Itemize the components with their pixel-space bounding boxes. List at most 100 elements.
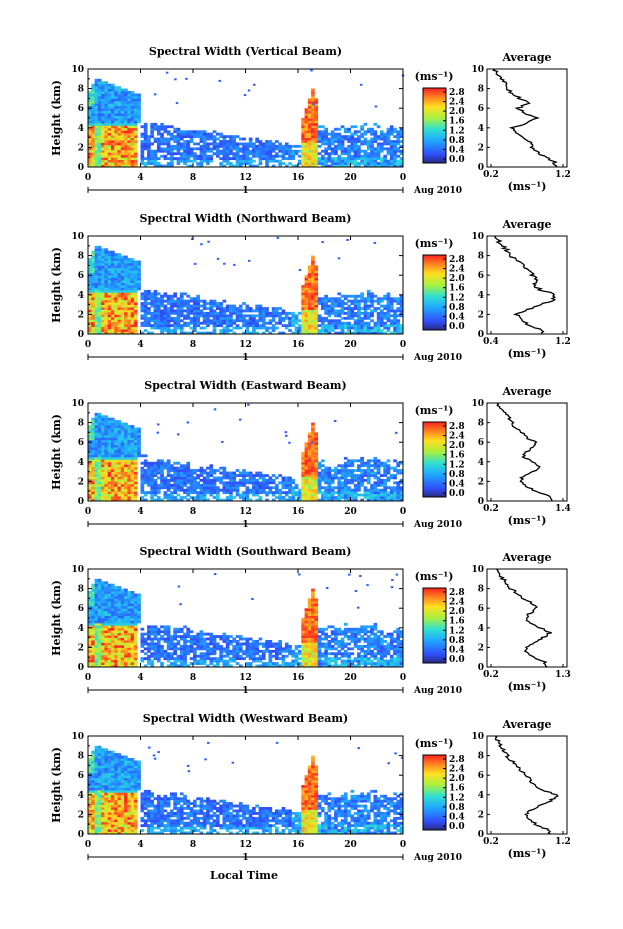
- y-tick-label: 2: [78, 143, 84, 153]
- echo-speck: [179, 603, 182, 606]
- echo-speck: [221, 440, 224, 443]
- x-tick-label: 0: [400, 507, 406, 517]
- x-tick-label: 8: [190, 340, 196, 350]
- average-x-label: (ms⁻¹): [508, 347, 547, 360]
- x-tick-label: 4: [137, 673, 143, 683]
- echo-speck: [175, 102, 179, 105]
- colorbar-tick-label: 1.6: [449, 284, 465, 294]
- echo-speck: [276, 236, 280, 239]
- colorbar-tick-label: 0.8: [449, 136, 465, 146]
- y-tick-label: 0: [78, 330, 84, 340]
- echo-speck: [298, 269, 302, 272]
- heatmap-field: [88, 741, 404, 835]
- echo-speck: [354, 590, 358, 593]
- average-x-label: (ms⁻¹): [508, 180, 547, 193]
- echo-speck: [373, 241, 377, 244]
- echo-speck: [321, 241, 324, 244]
- y-tick-label: 10: [71, 732, 84, 742]
- echo-speck: [251, 597, 254, 600]
- day-label: 1: [242, 186, 248, 196]
- x-tick-label: 12: [239, 340, 252, 350]
- colorbar-tick-label: 2.8: [449, 88, 465, 98]
- echo-speck: [288, 441, 291, 444]
- colorbar: [422, 254, 447, 331]
- heatmap-field: [88, 573, 404, 668]
- colorbar-tick-label: 1.2: [449, 293, 465, 303]
- y-tick-label: 6: [78, 438, 84, 448]
- x-tick-label: 20: [344, 673, 357, 683]
- average-y-tick-label: 2: [478, 310, 484, 320]
- echo-speck: [153, 757, 157, 760]
- average-profile-line: [496, 402, 553, 502]
- colorbar-tick-label: 2.4: [449, 98, 465, 108]
- average-y-tick-label: 4: [478, 791, 484, 801]
- colorbar-label: (ms⁻¹): [415, 237, 454, 250]
- average-x-tick-label: 0.2: [483, 504, 499, 514]
- x-tick-label: 8: [190, 673, 196, 683]
- average-y-tick-label: 10: [471, 65, 484, 75]
- colorbar-tick-label: 0.8: [449, 303, 465, 313]
- x-axis-label: Local Time: [210, 869, 278, 882]
- x-tick-label: 8: [190, 840, 196, 850]
- x-tick-label: 16: [292, 173, 305, 183]
- echo-speck: [284, 431, 288, 434]
- colorbar-tick-label: 0.0: [449, 155, 465, 165]
- average-y-tick-label: 4: [478, 291, 484, 301]
- x-tick-label: 0: [85, 673, 91, 683]
- day-label: 1: [242, 520, 248, 530]
- x-tick-label: 16: [292, 340, 305, 350]
- y-tick-label: 8: [78, 419, 84, 429]
- panel-title: Spectral Width (Vertical Beam): [149, 45, 342, 58]
- colorbar-tick-label: 2.4: [449, 598, 465, 608]
- average-x-tick-label: 0.2: [483, 837, 499, 847]
- panel-title: Spectral Width (Eastward Beam): [144, 379, 346, 392]
- x-tick-label: 12: [239, 507, 252, 517]
- x-tick-label: 0: [400, 673, 406, 683]
- x-tick-label: 20: [344, 173, 357, 183]
- colorbar-tick-label: 2.0: [449, 107, 465, 117]
- y-tick-label: 2: [78, 477, 84, 487]
- y-axis-label: Height (km): [50, 247, 63, 323]
- average-x-tick-label: 1.2: [555, 170, 571, 180]
- average-y-tick-label: 6: [478, 104, 484, 114]
- echo-speck: [359, 83, 363, 86]
- echo-speck: [156, 431, 160, 434]
- echo-speck: [387, 762, 390, 765]
- average-x-tick-label: 1.3: [555, 670, 571, 680]
- echo-speck: [346, 238, 349, 241]
- x-tick-label: 0: [400, 340, 406, 350]
- average-x-tick-label: 1.2: [555, 337, 571, 347]
- echo-speck: [200, 243, 203, 246]
- colorbar-tick-label: 1.2: [449, 793, 465, 803]
- y-tick-label: 0: [78, 497, 84, 507]
- panel-title: Spectral Width (Southward Beam): [139, 545, 351, 558]
- y-tick-label: 10: [71, 399, 84, 409]
- echo-speck: [247, 259, 251, 262]
- x-tick-label: 16: [292, 840, 305, 850]
- colorbar-tick-label: 2.8: [449, 755, 465, 765]
- y-axis-label: Height (km): [50, 80, 63, 156]
- average-y-tick-label: 2: [478, 477, 484, 487]
- y-tick-label: 4: [78, 791, 84, 801]
- y-tick-label: 8: [78, 85, 84, 95]
- colorbar-tick-label: 0.0: [449, 322, 465, 332]
- x-tick-label: 4: [137, 840, 143, 850]
- colorbar-tick-label: 2.8: [449, 255, 465, 265]
- date-label: Aug 2010: [413, 686, 462, 696]
- y-tick-label: 10: [71, 65, 84, 75]
- average-y-tick-label: 10: [471, 565, 484, 575]
- echo-speck: [394, 752, 397, 755]
- echo-speck: [247, 403, 250, 406]
- echo-speck: [190, 237, 194, 240]
- average-x-tick-label: 1.2: [555, 837, 571, 847]
- colorbar-label: (ms⁻¹): [415, 70, 454, 83]
- average-y-tick-label: 8: [478, 85, 484, 95]
- average-y-tick-label: 2: [478, 143, 484, 153]
- echo-speck: [174, 78, 177, 81]
- average-title: Average: [501, 218, 551, 231]
- heatmap-field: [88, 236, 404, 335]
